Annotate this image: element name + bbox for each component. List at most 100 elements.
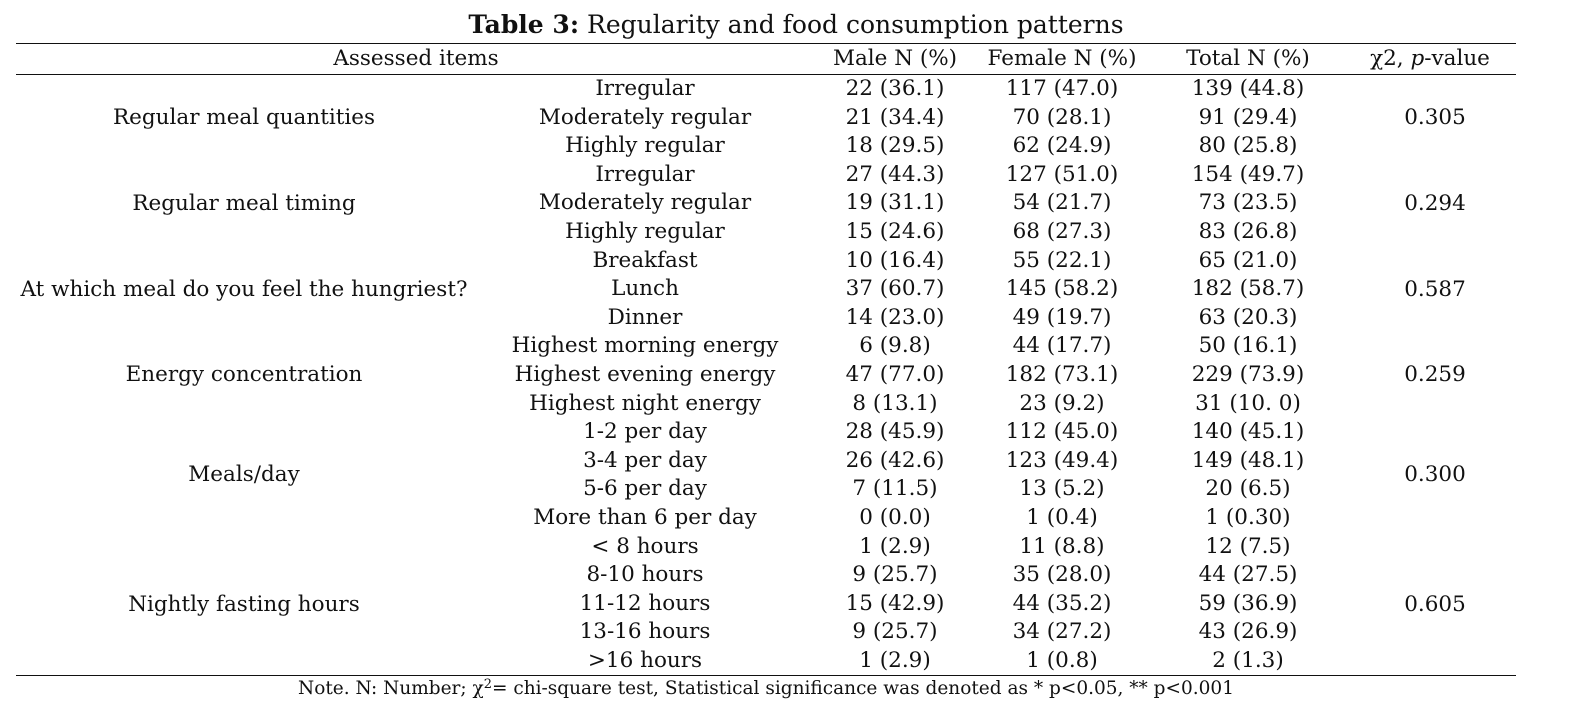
table-row: Moderately regular 19 (31.1) 54 (21.7) 73 (… — [0, 189, 1592, 218]
cell-male: 15 (42.9) — [845, 590, 945, 616]
cell-category: Highly regular — [565, 219, 725, 244]
group-p-value: 0.300 — [1404, 462, 1466, 488]
cell-female: 123 (49.4) — [1005, 447, 1119, 473]
cell-male: 47 (77.0) — [845, 362, 945, 387]
group-p-value: 0.294 — [1404, 190, 1466, 216]
cell-total: 140 (45.1) — [1191, 419, 1305, 445]
cell-total: 2 (1.3) — [1212, 648, 1284, 673]
table-caption-label: Table 3: — [468, 10, 580, 39]
cell-female: 13 (5.2) — [1019, 476, 1105, 502]
table-row: Breakfast 10 (16.4) 55 (22.1) 65 (21.0) — [0, 247, 1592, 276]
cell-category: Irregular — [595, 161, 695, 187]
table-row: 13-16 hours 9 (25.7) 34 (27.2) 43 (26.9) — [0, 618, 1592, 647]
table-row: More than 6 per day 0 (0.0) 1 (0.4) 1 (0.30… — [0, 504, 1592, 533]
cell-category: 3-4 per day — [583, 447, 707, 473]
cell-male: 15 (24.6) — [845, 219, 945, 244]
cell-total: 31 (10. 0) — [1195, 390, 1301, 416]
cell-male: 28 (45.9) — [845, 419, 945, 445]
cell-female: 11 (8.8) — [1019, 533, 1105, 559]
cell-male: 1 (2.9) — [859, 648, 931, 673]
table-row: 8-10 hours 9 (25.7) 35 (28.0) 44 (27.5) — [0, 561, 1592, 590]
cell-category: Lunch — [611, 276, 679, 302]
header-female: Female N (%) — [987, 46, 1137, 71]
cell-total: 50 (16.1) — [1198, 333, 1298, 359]
table-caption: Table 3: Regularity and food consumption… — [0, 8, 1592, 42]
cell-total: 73 (23.5) — [1198, 190, 1298, 216]
table-row: Irregular 27 (44.3) 127 (51.0) 154 (49.7) — [0, 161, 1592, 190]
cell-female: 23 (9.2) — [1019, 390, 1105, 416]
cell-female: 1 (0.4) — [1026, 505, 1098, 530]
cell-female: 44 (35.2) — [1012, 590, 1112, 616]
cell-total: 229 (73.9) — [1191, 362, 1305, 387]
cell-category: >16 hours — [587, 648, 703, 673]
cell-female: 34 (27.2) — [1012, 619, 1112, 645]
table-caption-text: Regularity and food consumption patterns — [587, 10, 1124, 39]
group-p-value: 0.259 — [1404, 362, 1466, 388]
group-label: Nightly fasting hours — [128, 591, 360, 617]
cell-total: 80 (25.8) — [1198, 133, 1298, 159]
cell-female: 127 (51.0) — [1005, 161, 1119, 187]
table-note: Note. N: Number; χ2= chi-square test, St… — [0, 676, 1532, 702]
cell-category: 8-10 hours — [586, 562, 704, 588]
cell-category: 11-12 hours — [579, 590, 711, 616]
cell-male: 7 (11.5) — [852, 476, 938, 502]
cell-category: Dinner — [607, 304, 683, 330]
cell-category: Highly regular — [565, 133, 725, 159]
table-row: Lunch 37 (60.7) 145 (58.2) 182 (58.7) — [0, 275, 1592, 304]
cell-total: 139 (44.8) — [1191, 76, 1305, 101]
cell-category: Moderately regular — [538, 104, 752, 130]
cell-female: 44 (17.7) — [1012, 333, 1112, 359]
cell-total: 12 (7.5) — [1205, 533, 1291, 559]
cell-male: 9 (25.7) — [852, 562, 938, 588]
table-row: Highly regular 18 (29.5) 62 (24.9) 80 (25.8… — [0, 132, 1592, 161]
header-chi-prefix: χ2, — [1370, 46, 1411, 71]
cell-female: 182 (73.1) — [1005, 362, 1119, 387]
cell-male: 19 (31.1) — [845, 190, 945, 216]
group-label: Regular meal quantities — [112, 105, 376, 130]
header-total: Total N (%) — [1186, 46, 1310, 71]
cell-total: 149 (48.1) — [1191, 447, 1305, 473]
cell-category: < 8 hours — [591, 533, 699, 559]
cell-male: 9 (25.7) — [852, 619, 938, 645]
header-chi-square: χ2, p-value — [1340, 44, 1520, 74]
cell-female: 1 (0.8) — [1026, 648, 1098, 673]
top-rule — [16, 43, 1516, 44]
cell-female: 68 (27.3) — [1012, 219, 1112, 244]
group-label: At which meal do you feel the hungriest? — [20, 276, 468, 302]
cell-male: 22 (36.1) — [845, 76, 945, 101]
cell-female: 54 (21.7) — [1012, 190, 1112, 216]
cell-total: 154 (49.7) — [1191, 161, 1305, 187]
cell-category: 5-6 per day — [583, 476, 707, 502]
cell-male: 37 (60.7) — [845, 276, 945, 302]
cell-category: 1-2 per day — [583, 419, 707, 445]
header-male: Male N (%) — [832, 46, 958, 71]
cell-category: Breakfast — [592, 247, 698, 273]
table-row: Highly regular 15 (24.6) 68 (27.3) 83 (26.8… — [0, 218, 1592, 247]
cell-total: 65 (21.0) — [1198, 247, 1298, 273]
cell-total: 63 (20.3) — [1198, 304, 1298, 330]
cell-male: 21 (34.4) — [845, 104, 945, 130]
table-row: Moderately regular 21 (34.4) 70 (28.1) 91 (… — [0, 104, 1592, 133]
cell-male: 6 (9.8) — [859, 333, 931, 359]
cell-total: 182 (58.7) — [1191, 276, 1305, 302]
cell-female: 49 (19.7) — [1012, 304, 1112, 330]
group-label: Energy concentration — [125, 362, 363, 388]
cell-male: 0 (0.0) — [859, 505, 931, 530]
header-rule — [16, 74, 1516, 75]
cell-female: 112 (45.0) — [1005, 419, 1119, 445]
bottom-rule — [16, 675, 1516, 676]
group-p-value: 0.587 — [1404, 276, 1466, 302]
cell-female: 55 (22.1) — [1012, 247, 1112, 273]
cell-category: Highest evening energy — [514, 362, 776, 387]
header-chi-suffix: -value — [1424, 46, 1490, 71]
table-row: Irregular 22 (36.1) 117 (47.0) 139 (44.8) — [0, 75, 1592, 104]
cell-total: 83 (26.8) — [1198, 219, 1298, 244]
cell-total: 91 (29.4) — [1198, 104, 1298, 130]
table-row: 5-6 per day 7 (11.5) 13 (5.2) 20 (6.5) — [0, 475, 1592, 504]
cell-total: 44 (27.5) — [1198, 562, 1298, 588]
cell-total: 43 (26.9) — [1198, 619, 1298, 645]
cell-category: Highest morning energy — [511, 333, 779, 359]
cell-female: 70 (28.1) — [1012, 104, 1112, 130]
table-row: 11-12 hours 15 (42.9) 44 (35.2) 59 (36.9) — [0, 590, 1592, 619]
cell-male: 10 (16.4) — [845, 247, 945, 273]
